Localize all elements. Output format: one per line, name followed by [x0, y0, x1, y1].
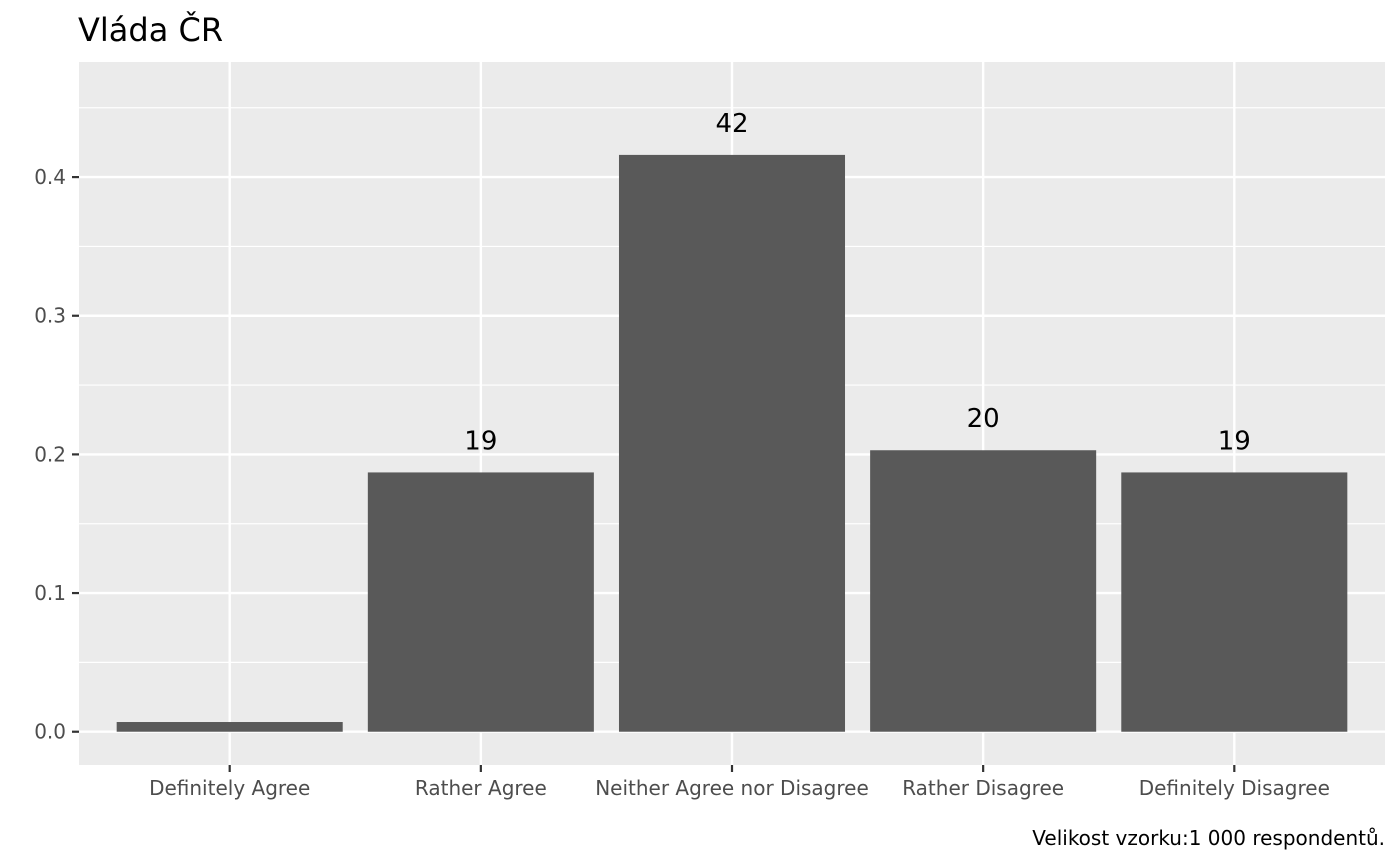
bar-labels-layer: 19 42 20 19 [464, 109, 1251, 457]
y-tick-label: 0.3 [34, 304, 66, 328]
bar-value-label: 20 [967, 404, 1000, 434]
y-tick-label: 0.4 [34, 165, 66, 189]
y-tick-label: 0.2 [34, 442, 66, 466]
chart-caption: Velikost vzorku:1 000 respondentů. [1032, 826, 1385, 850]
x-tick-label: Definitely Disagree [1139, 776, 1330, 800]
bar-value-label: 19 [464, 426, 497, 456]
bar [1121, 472, 1348, 732]
y-axis: 0.0 0.1 0.2 0.3 0.4 [34, 165, 79, 744]
chart-title: Vláda ČR [78, 10, 223, 49]
x-tick-label: Rather Disagree [902, 776, 1064, 800]
x-axis: Definitely Agree Rather Agree Neither Agre… [149, 765, 1330, 800]
x-tick-label: Rather Agree [415, 776, 547, 800]
x-tick-label: Definitely Agree [149, 776, 310, 800]
bar [367, 472, 594, 732]
bar [870, 450, 1097, 732]
y-tick-label: 0.0 [34, 720, 66, 744]
bars-layer [116, 154, 1348, 732]
bar-value-label: 42 [715, 109, 748, 139]
bar-value-label: 19 [1218, 426, 1251, 456]
x-tick-label: Neither Agree nor Disagree [595, 776, 869, 800]
y-tick-label: 0.1 [34, 581, 66, 605]
bar [618, 154, 846, 732]
bar [116, 722, 343, 732]
